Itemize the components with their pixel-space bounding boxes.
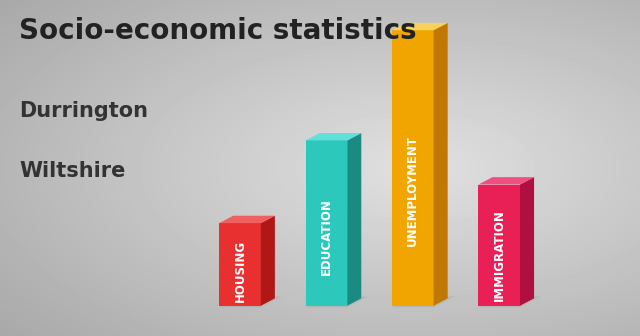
- Text: Durrington: Durrington: [19, 101, 148, 121]
- Polygon shape: [261, 216, 275, 306]
- Text: Socio-economic statistics: Socio-economic statistics: [19, 17, 417, 45]
- Polygon shape: [219, 296, 282, 307]
- Polygon shape: [306, 140, 347, 306]
- Polygon shape: [392, 296, 455, 307]
- Polygon shape: [306, 296, 369, 307]
- Polygon shape: [479, 184, 520, 306]
- Polygon shape: [392, 23, 448, 30]
- Polygon shape: [479, 177, 534, 184]
- Polygon shape: [520, 177, 534, 306]
- Text: Wiltshire: Wiltshire: [19, 161, 125, 181]
- Text: UNEMPLOYMENT: UNEMPLOYMENT: [406, 134, 419, 246]
- Text: HOUSING: HOUSING: [234, 240, 246, 302]
- Polygon shape: [219, 223, 261, 306]
- Polygon shape: [392, 30, 434, 306]
- Polygon shape: [347, 133, 361, 306]
- Polygon shape: [434, 23, 448, 306]
- Polygon shape: [219, 216, 275, 223]
- Text: IMMIGRATION: IMMIGRATION: [493, 209, 506, 301]
- Polygon shape: [479, 296, 541, 307]
- Polygon shape: [306, 133, 361, 140]
- Text: EDUCATION: EDUCATION: [320, 198, 333, 275]
